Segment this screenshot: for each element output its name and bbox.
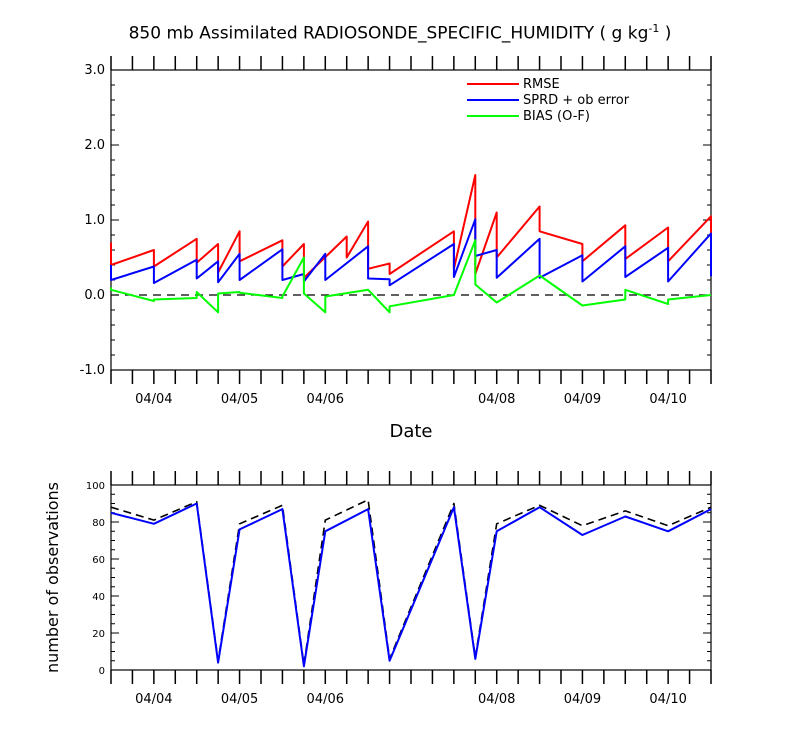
x-tick-label-04-05: 04/05: [221, 692, 258, 707]
x-axis-label: Date: [389, 421, 432, 440]
x-tick-label-04-06: 04/06: [307, 692, 344, 707]
y-tick-label: 3.0: [84, 63, 105, 78]
bottom-chart: 0 20 40 60 80 100 04/04 04/05 04/06 04/08 04/09 04/…: [43, 471, 712, 707]
y-tick-label: 20: [92, 629, 105, 640]
x-tick-label-04-09: 04/09: [564, 692, 601, 707]
x-tick-label-04-06: 04/06: [307, 392, 344, 407]
series-line-sprd-ob-error: [110, 218, 712, 287]
y-tick-label: 80: [92, 518, 105, 529]
x-tick-label-04-08: 04/08: [478, 392, 515, 407]
y-tick-label: 2.0: [84, 138, 105, 153]
x-tick-label-04-10: 04/10: [649, 392, 686, 407]
y-tick-label: 1.0: [84, 213, 105, 228]
x-tick-label-04-08: 04/08: [478, 692, 515, 707]
title-superscript: -1: [648, 22, 660, 35]
series-line-assimilated: [110, 502, 712, 668]
chart-title: 850 mb Assimilated RADIOSONDE_SPECIFIC_H…: [0, 22, 800, 44]
top-chart: -1.0 0.0 1.0 2.0 3.0 04/04 04/05 04/06 04/08 04/0…: [80, 56, 712, 440]
x-tick-label-04-05: 04/05: [221, 392, 258, 407]
series-line-rmse: [110, 174, 712, 279]
y-tick-label: 40: [92, 592, 105, 603]
title-end: ): [659, 23, 672, 44]
title-main: 850 mb Assimilated RADIOSONDE_SPECIFIC_H…: [128, 23, 649, 44]
series-line-bias-o-f: [110, 239, 712, 314]
x-tick-label-04-04: 04/04: [135, 392, 172, 407]
legend-label-rmse: RMSE: [523, 77, 560, 92]
y-tick-label: 100: [86, 481, 105, 492]
legend-label-sprd-ob-error: SPRD + ob error: [523, 93, 630, 108]
x-tick-label-04-04: 04/04: [135, 692, 172, 707]
plot-frame: [110, 484, 712, 671]
x-tick-label-04-09: 04/09: [564, 392, 601, 407]
series-line-possible: [110, 498, 712, 666]
y-tick-label: 60: [92, 555, 105, 566]
plot-frame: [110, 69, 712, 371]
y-tick-label: -1.0: [80, 363, 105, 378]
x-tick-label-04-10: 04/10: [649, 692, 686, 707]
legend-label-bias-o-f: BIAS (O-F): [523, 109, 590, 124]
y-axis-label: number of observations: [43, 482, 62, 673]
y-tick-label: 0.0: [84, 288, 105, 303]
y-tick-label: 0: [99, 666, 105, 677]
